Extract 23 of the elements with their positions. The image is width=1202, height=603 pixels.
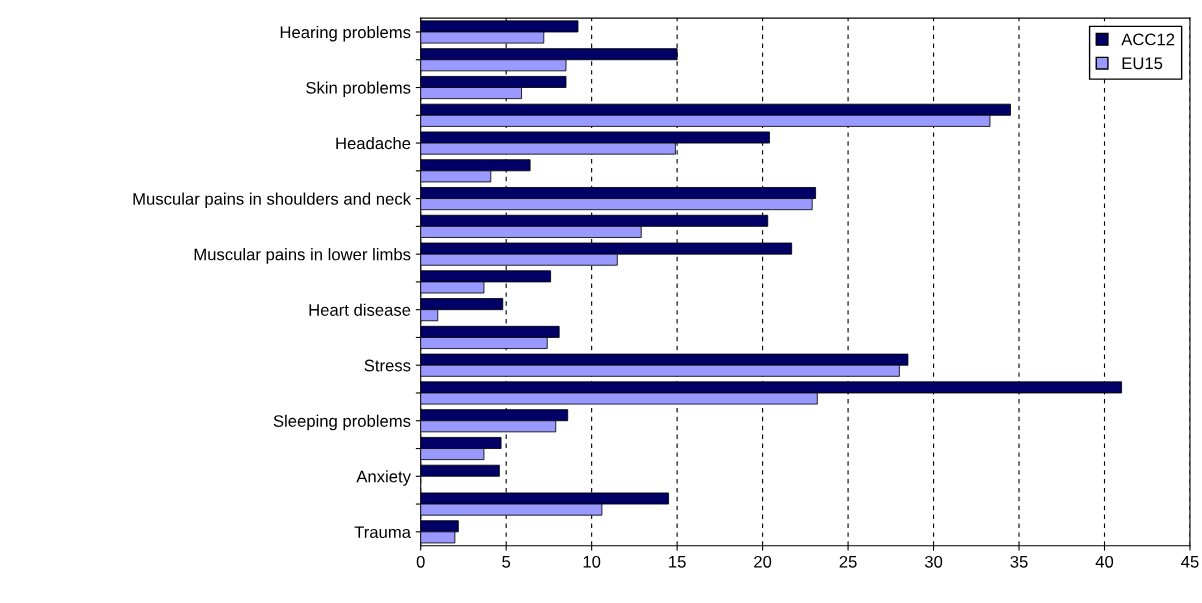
legend-label: ACC12	[1121, 33, 1175, 46]
x-tick-label: 15	[669, 556, 686, 568]
x-tick-label: 45	[1181, 556, 1199, 568]
x-tick-label: 35	[1010, 555, 1028, 568]
x-tick-label: 5	[502, 556, 511, 568]
y-tick-label: Sleeping problems	[273, 414, 411, 431]
bar	[420, 464, 500, 477]
x-tick-label: 0	[416, 555, 425, 568]
legend-label: EU15	[1122, 57, 1163, 70]
x-tick-label: 20	[754, 555, 772, 568]
x-tick-label: 10	[583, 555, 601, 568]
y-tick-label: Muscular pains in lower limbs	[194, 248, 411, 264]
y-tick-label: Stress	[364, 359, 411, 372]
y-tick-label: Anxiety	[356, 470, 411, 486]
y-tick-label: Trauma	[354, 526, 411, 539]
y-tick-label: Hearing problems	[280, 25, 411, 42]
y-tick-label: Heart disease	[309, 303, 411, 316]
x-tick-label: 40	[1095, 555, 1114, 568]
y-tick-label: Muscular pains in shoulders and neck	[133, 192, 412, 209]
x-tick-label: 25	[839, 555, 857, 568]
x-tick-label: 30	[924, 555, 943, 568]
y-tick-label: Skin problems	[306, 81, 411, 98]
y-tick-label: Headache	[336, 137, 411, 150]
